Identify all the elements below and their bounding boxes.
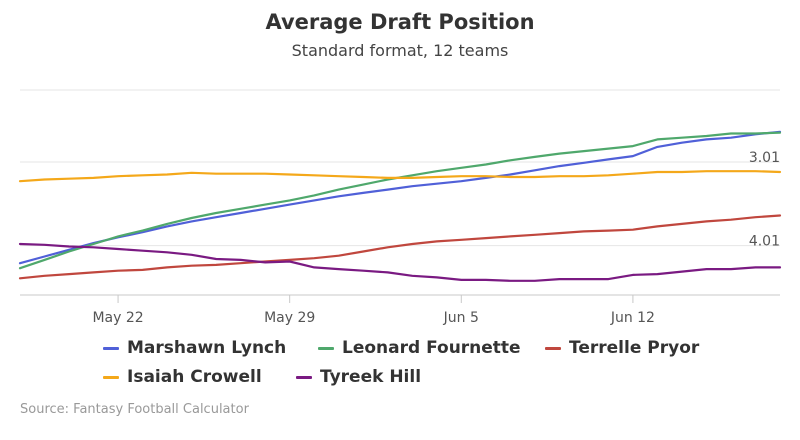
- legend-swatch: [545, 346, 561, 350]
- series-line-marshawn-lynch: [18, 130, 782, 265]
- legend-item-terrelle-pryor[interactable]: Terrelle Pryor: [545, 338, 699, 358]
- series-line-leonard-fournette: [18, 131, 782, 270]
- series-line-tyreek-hill: [18, 242, 782, 282]
- legend-label: Marshawn Lynch: [127, 338, 287, 358]
- legend-swatch: [103, 346, 119, 350]
- x-tick-label: Jun 5: [443, 310, 479, 326]
- legend-swatch: [318, 346, 334, 350]
- legend-swatch: [103, 375, 119, 379]
- legend-swatch: [296, 375, 312, 379]
- series-line-isaiah-crowell: [18, 170, 782, 183]
- chart-title: Average Draft Position: [265, 10, 535, 34]
- legend-label: Terrelle Pryor: [569, 338, 700, 358]
- legend-item-isaiah-crowell[interactable]: Isaiah Crowell: [103, 367, 262, 387]
- x-tick-label: May 22: [92, 310, 143, 326]
- legend-label: Leonard Fournette: [342, 338, 521, 358]
- legend-item-marshawn-lynch[interactable]: Marshawn Lynch: [103, 338, 286, 358]
- legend-item-leonard-fournette[interactable]: Leonard Fournette: [318, 338, 521, 358]
- x-tick-label: Jun 12: [610, 310, 655, 326]
- chart-subtitle: Standard format, 12 teams: [291, 41, 509, 60]
- y-tick-label: 4.01: [749, 234, 780, 250]
- legend-label: Isaiah Crowell: [127, 367, 262, 387]
- legend-label: Tyreek Hill: [320, 367, 422, 387]
- chart-source: Source: Fantasy Football Calculator: [20, 402, 249, 417]
- x-tick-label: May 29: [264, 310, 315, 326]
- legend-item-tyreek-hill[interactable]: Tyreek Hill: [296, 367, 421, 387]
- y-tick-label: 3.01: [749, 150, 780, 166]
- series-line-terrelle-pryor: [18, 214, 782, 280]
